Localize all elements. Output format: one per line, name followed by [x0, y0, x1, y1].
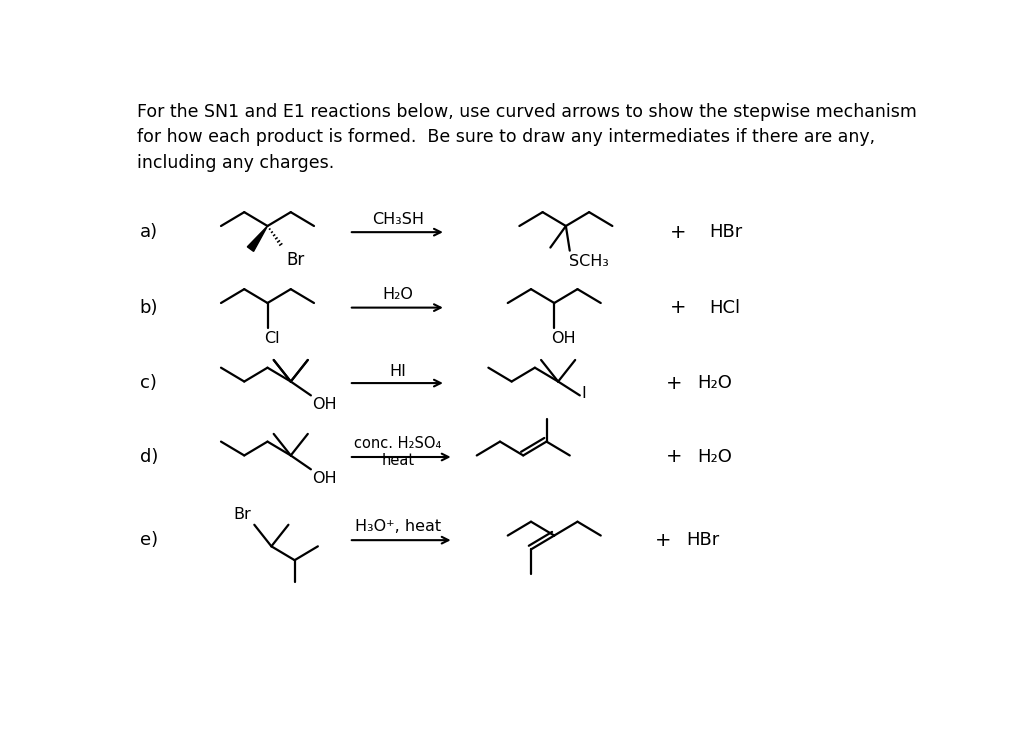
Text: a): a): [139, 223, 158, 241]
Text: Br: Br: [286, 251, 304, 269]
Text: SCH₃: SCH₃: [569, 255, 609, 269]
Text: +: +: [667, 448, 683, 467]
Text: OH: OH: [312, 397, 337, 412]
Text: heat: heat: [381, 452, 415, 467]
Text: For the SN1 and E1 reactions below, use curved arrows to show the stepwise mecha: For the SN1 and E1 reactions below, use …: [137, 103, 918, 172]
Text: OH: OH: [551, 332, 575, 347]
Text: +: +: [654, 531, 671, 550]
Text: +: +: [670, 298, 686, 317]
Text: HI: HI: [389, 364, 407, 379]
Text: HBr: HBr: [710, 223, 742, 241]
Text: b): b): [139, 299, 158, 317]
Text: HBr: HBr: [686, 531, 719, 549]
Text: e): e): [139, 531, 158, 549]
Text: H₃O⁺, heat: H₃O⁺, heat: [354, 519, 440, 534]
Text: H₂O: H₂O: [697, 448, 732, 466]
Text: H₂O: H₂O: [382, 287, 413, 302]
Text: OH: OH: [312, 470, 337, 486]
Text: c): c): [139, 374, 157, 392]
Text: conc. H₂SO₄: conc. H₂SO₄: [354, 436, 441, 451]
Text: I: I: [582, 386, 586, 401]
Text: H₂O: H₂O: [697, 374, 732, 392]
Text: +: +: [667, 373, 683, 393]
Text: HCl: HCl: [710, 299, 740, 317]
Polygon shape: [248, 226, 267, 251]
Text: Cl: Cl: [264, 332, 280, 347]
Text: +: +: [670, 222, 686, 242]
Text: CH₃SH: CH₃SH: [372, 212, 424, 226]
Text: d): d): [139, 448, 158, 466]
Text: Br: Br: [233, 507, 251, 522]
